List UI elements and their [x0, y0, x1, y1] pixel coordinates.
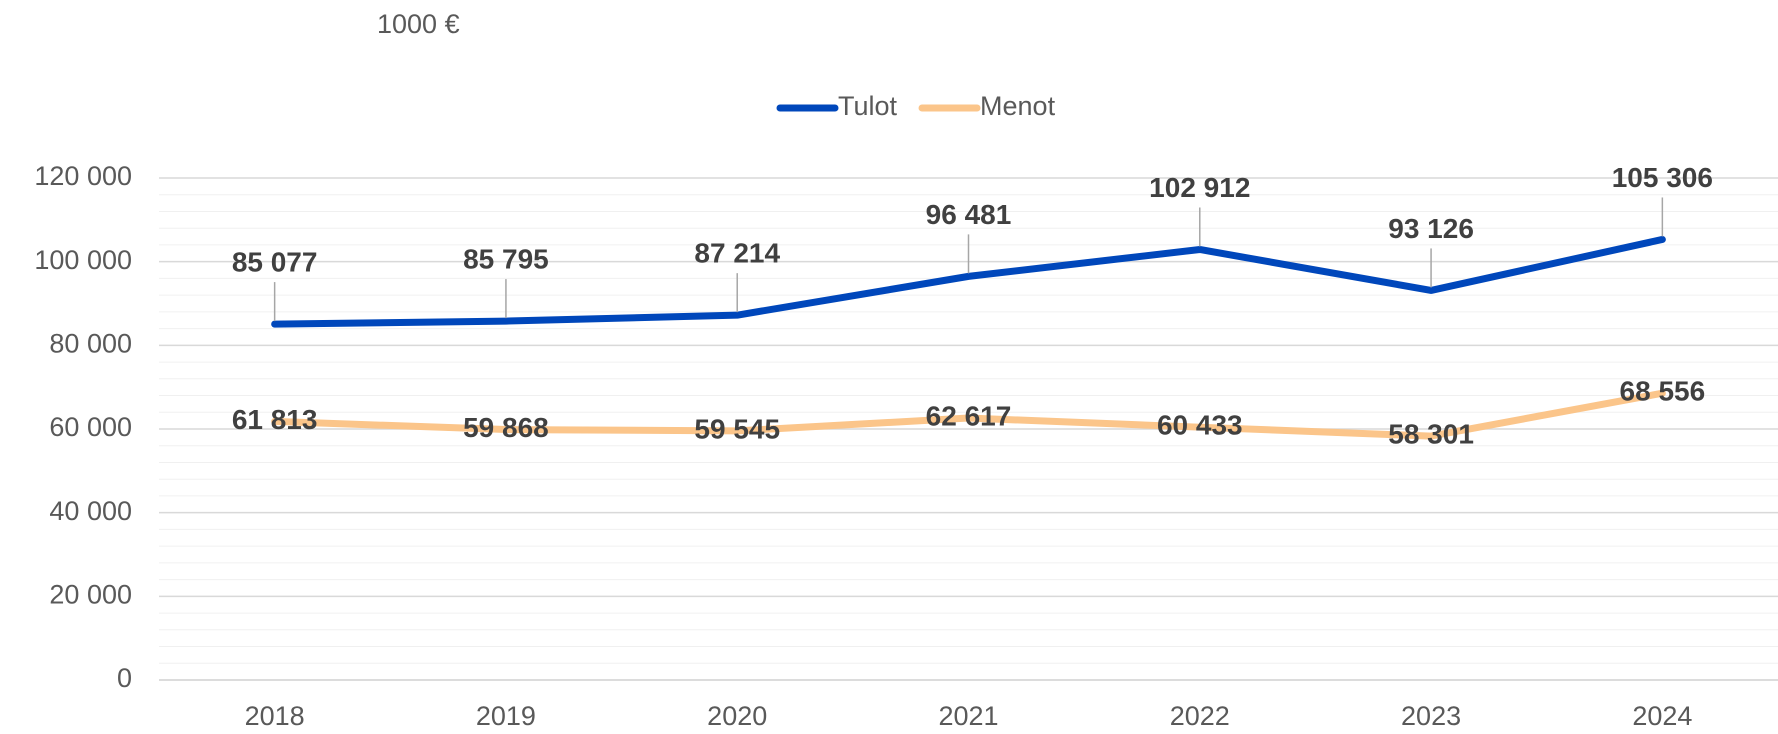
y-tick-label: 40 000	[49, 496, 132, 526]
data-label: 93 126	[1388, 213, 1474, 244]
data-label: 61 813	[232, 404, 318, 435]
y-tick-label: 120 000	[34, 161, 132, 191]
x-tick-label: 2024	[1632, 701, 1692, 731]
legend-label: Menot	[980, 91, 1056, 121]
data-label: 68 556	[1620, 376, 1706, 407]
x-tick-label: 2019	[476, 701, 536, 731]
y-tick-label: 100 000	[34, 245, 132, 275]
data-label: 102 912	[1149, 172, 1250, 203]
data-label: 87 214	[694, 238, 780, 269]
line-series	[271, 235, 1666, 328]
data-label: 96 481	[926, 199, 1012, 230]
legend-label: Tulot	[838, 91, 898, 121]
data-label: 60 433	[1157, 410, 1243, 441]
x-tick-label: 2018	[245, 701, 305, 731]
y-tick-label: 80 000	[49, 328, 132, 358]
x-tick-label: 2020	[707, 701, 767, 731]
line-series	[271, 389, 1666, 440]
data-label: 62 617	[926, 400, 1012, 431]
x-tick-label: 2023	[1401, 701, 1461, 731]
x-tick-label: 2022	[1170, 701, 1230, 731]
data-label: 85 077	[232, 246, 318, 277]
y-tick-label: 0	[117, 663, 132, 693]
data-label: 105 306	[1612, 162, 1713, 193]
data-label: 58 301	[1388, 418, 1474, 449]
x-tick-label: 2021	[938, 701, 998, 731]
y-tick-label: 60 000	[49, 412, 132, 442]
data-label: 85 795	[463, 243, 549, 274]
data-label: 59 868	[463, 412, 549, 443]
data-label: 59 545	[694, 413, 780, 444]
y-tick-label: 20 000	[49, 579, 132, 609]
chart-subtitle: 1000 €	[377, 9, 460, 39]
